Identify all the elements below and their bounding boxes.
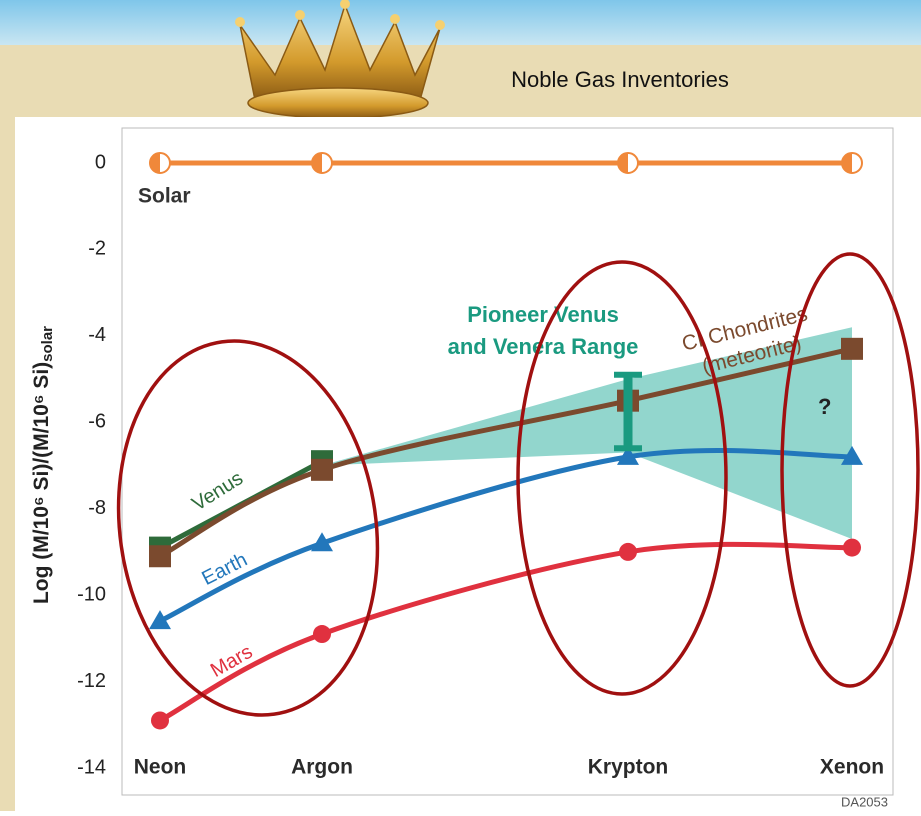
series-line xyxy=(158,447,853,624)
point-half xyxy=(618,153,628,173)
point xyxy=(617,445,639,465)
point-half xyxy=(150,153,160,173)
point xyxy=(313,625,331,644)
y-tick-label: -4 xyxy=(88,324,106,346)
point xyxy=(311,532,333,552)
point xyxy=(311,458,333,481)
highlight-ellipses xyxy=(116,252,920,717)
y-axis-label: Log (M/10⁶ Si)/(M/10⁶ Si)solar xyxy=(30,326,56,604)
y-tick-label: -2 xyxy=(88,238,106,260)
series-line xyxy=(158,541,853,723)
plot: 0 -2 -4 -6 -8 -10 -12 -14 Log (M/10⁶ Si)/(M/10⁶ … xyxy=(30,151,888,809)
question-mark: ? xyxy=(818,394,831,419)
y-tick-label: -6 xyxy=(88,411,106,433)
y-tick-label: 0 xyxy=(95,151,106,173)
x-tick-label: Xenon xyxy=(820,756,884,779)
point xyxy=(843,538,861,557)
title: Noble Gas Inventories xyxy=(511,67,729,92)
point xyxy=(841,337,863,360)
point xyxy=(151,711,169,730)
y-label-main: Log (M/10⁶ Si)/(M/10⁶ Si) xyxy=(30,362,53,604)
series-line xyxy=(158,346,853,559)
point-half xyxy=(842,153,852,173)
y-tick-label: -8 xyxy=(88,497,106,519)
point xyxy=(149,545,171,568)
point-half xyxy=(312,153,322,173)
point xyxy=(149,610,171,630)
x-tick-label: Neon xyxy=(134,756,187,779)
crown xyxy=(235,0,445,119)
y-label-sub: solar xyxy=(39,326,56,362)
y-tick-label: -12 xyxy=(77,670,106,692)
x-tick-label: Argon xyxy=(291,756,353,779)
series-label: Solar xyxy=(138,185,191,208)
figure-code: DA2053 xyxy=(841,794,888,809)
x-tick-label: Krypton xyxy=(588,756,669,779)
point xyxy=(841,445,863,465)
sky-banner xyxy=(0,0,921,45)
point xyxy=(619,542,637,561)
range-label: Pioneer Venus xyxy=(467,302,619,327)
y-tick-label: -14 xyxy=(77,756,106,778)
y-tick-label: -10 xyxy=(77,583,106,605)
